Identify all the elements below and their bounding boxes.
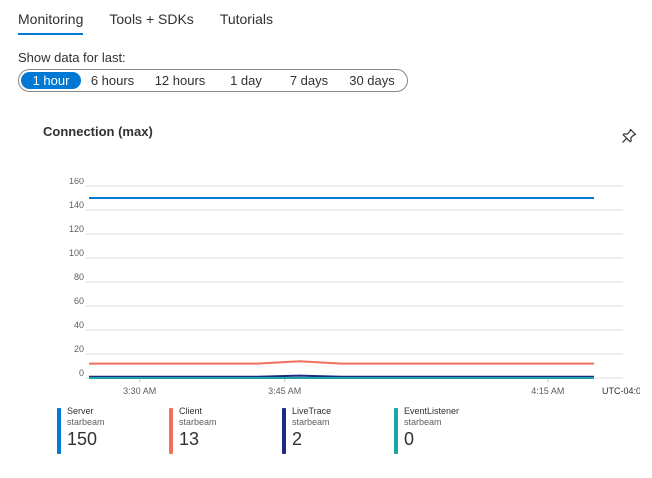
legend-swatch-client: [169, 408, 173, 454]
tab-bar: Monitoring Tools + SDKs Tutorials: [18, 0, 299, 38]
chart-title: Connection (max): [43, 124, 153, 139]
legend-resource-client: starbeam: [179, 417, 217, 427]
time-range-selector: 1 hour 6 hours 12 hours 1 day 7 days 30 …: [18, 69, 408, 92]
legend-swatch-eventlistener: [394, 408, 398, 454]
y-tick-label: 80: [74, 272, 84, 282]
legend-item-server[interactable]: Server starbeam 150: [57, 406, 105, 454]
legend-value-livetrace: 2: [292, 429, 303, 449]
time-option-1-day[interactable]: 1 day: [230, 73, 262, 88]
pin-icon[interactable]: [620, 127, 638, 145]
y-tick-label: 40: [74, 320, 84, 330]
legend-resource-livetrace: starbeam: [292, 417, 330, 427]
x-tick-label: 3:45 AM: [268, 386, 301, 396]
x-tick-label: 3:30 AM: [123, 386, 156, 396]
y-tick-label: 60: [74, 296, 84, 306]
y-tick-label: 120: [69, 224, 84, 234]
y-tick-label: 100: [69, 248, 84, 258]
y-tick-label: 140: [69, 200, 84, 210]
y-tick-label: 20: [74, 344, 84, 354]
legend-name-eventlistener: EventListener: [404, 406, 460, 416]
legend-resource-eventlistener: starbeam: [404, 417, 442, 427]
legend-swatch-livetrace: [282, 408, 286, 454]
y-tick-label: 0: [79, 368, 84, 378]
time-option-1-hour[interactable]: 1 hour: [21, 72, 81, 89]
legend-resource-server: starbeam: [67, 417, 105, 427]
tab-tutorials[interactable]: Tutorials: [219, 11, 273, 27]
x-tick-label: 4:15 AM: [531, 386, 564, 396]
time-option-30-days[interactable]: 30 days: [349, 73, 395, 88]
show-data-label: Show data for last:: [18, 50, 126, 65]
legend-item-client[interactable]: Client starbeam 13: [169, 406, 217, 454]
time-option-7-days[interactable]: 7 days: [289, 73, 329, 88]
legend-value-client: 13: [179, 429, 200, 449]
tab-monitoring[interactable]: Monitoring: [18, 0, 84, 35]
legend-name-livetrace: LiveTrace: [292, 406, 332, 416]
legend-name-client: Client: [179, 406, 203, 416]
legend-swatch-server: [57, 408, 61, 454]
series-line-client: [89, 360, 594, 365]
y-tick-label: 160: [69, 178, 84, 186]
legend-value-eventlistener: 0: [404, 429, 415, 449]
time-option-6-hours[interactable]: 6 hours: [90, 73, 135, 88]
connection-chart: 0 20 40 60 80 100 120 140 160 3:30 AM 3:45 AM 4:15 …: [69, 178, 640, 396]
chart-legend: Server starbeam 150 Client starbeam 13 L…: [57, 406, 517, 454]
series-line-livetrace: [89, 374, 594, 378]
legend-name-server: Server: [67, 406, 94, 416]
legend-value-server: 150: [67, 429, 98, 449]
time-option-12-hours[interactable]: 12 hours: [154, 73, 206, 88]
timezone-label: UTC-04:00: [602, 386, 640, 396]
legend-item-eventlistener[interactable]: EventListener starbeam 0: [394, 406, 459, 454]
tab-tools-sdks[interactable]: Tools + SDKs: [109, 11, 194, 27]
legend-item-livetrace[interactable]: LiveTrace starbeam 2: [282, 406, 331, 454]
